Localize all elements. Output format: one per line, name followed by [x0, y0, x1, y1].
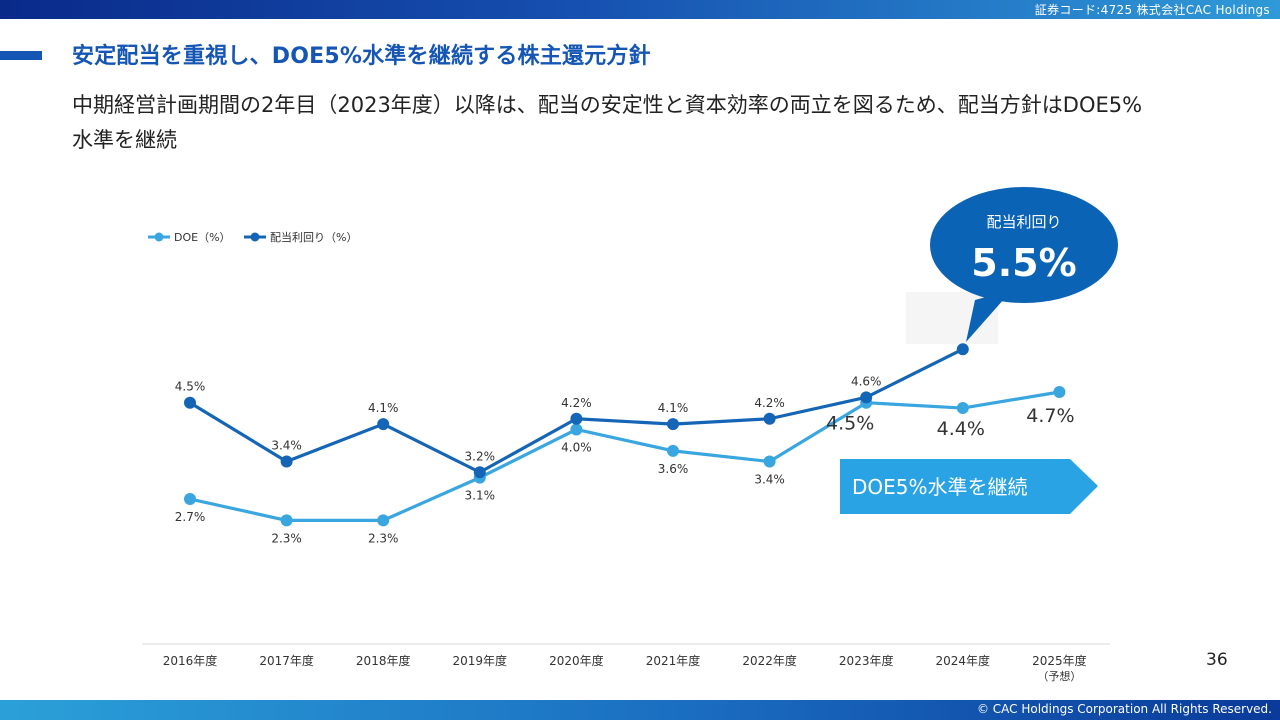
doe-point: [763, 455, 776, 468]
doe-point: [280, 514, 293, 527]
dividend-yield-point: [667, 418, 679, 431]
legend-doe-marker: [154, 232, 164, 242]
doe-data-label: 2.3%: [271, 531, 302, 545]
title-accent-bar: [0, 51, 42, 60]
doe-point: [184, 493, 196, 505]
securities-code: 証券コード:4725 株式会社CAC Holdings: [1034, 3, 1270, 17]
x-tick-label: 2024年度: [936, 653, 991, 668]
doe-data-label: 4.7%: [1026, 405, 1074, 427]
dividend-yield-data-label: 3.2%: [465, 449, 496, 463]
dividend-yield-point: [473, 466, 486, 479]
doe-point: [1053, 386, 1066, 398]
chart-legend: DOE（%） 配当利回り（%）: [148, 230, 357, 244]
x-tick-label: 2021年度: [646, 653, 701, 668]
callout-label: 配当利回り: [986, 213, 1061, 231]
doe-data-label: 4.5%: [826, 413, 874, 435]
x-tick-label: 2025年度: [1032, 653, 1087, 668]
x-tick-label: 2022年度: [742, 653, 797, 668]
slide-title: 安定配当を重視し、DOE5%水準を継続する株主還元方針: [72, 44, 651, 69]
dividend-yield-data-label: 4.1%: [658, 401, 689, 415]
x-tick-label: 2016年度: [163, 653, 218, 668]
dividend-yield-data-label: 4.5%: [175, 380, 206, 394]
dividend-yield-data-label: 4.1%: [368, 401, 399, 415]
doe-data-label: 4.4%: [937, 418, 985, 440]
callout-bubble: [930, 187, 1118, 303]
dividend-yield-data-label: 4.6%: [851, 374, 882, 388]
doe-data-label: 4.0%: [561, 440, 592, 454]
doe-line: [189, 390, 1060, 522]
x-tick-label: 2018年度: [356, 653, 411, 668]
data-labels: 2.7% 2.3% 2.3% 3.1% 4.0% 3.6% 3.4% 4.5% 4.4% 4.7%…: [175, 374, 1075, 545]
dividend-yield-point: [956, 343, 969, 356]
doe-point: [956, 402, 969, 415]
dividend-yield-data-label: 3.4%: [271, 439, 302, 453]
legend-dividend-yield-label: 配当利回り（%）: [270, 230, 357, 244]
doe-point: [570, 423, 583, 436]
top-bar: 証券コード:4725 株式会社CAC Holdings: [0, 0, 1280, 19]
doe-point: [667, 444, 679, 457]
dividend-yield-data-label: 4.2%: [754, 396, 785, 410]
doe-data-label: 2.3%: [368, 531, 399, 545]
doe-data-label: 3.1%: [465, 489, 496, 503]
doe-data-label: 3.4%: [754, 473, 785, 487]
dividend-yield-point: [763, 412, 776, 425]
callout-pointer: [966, 290, 1012, 342]
x-tick-label: 2019年度: [453, 653, 508, 668]
x-tick-label: 2023年度: [839, 653, 894, 668]
legend-dividend-yield-marker: [250, 232, 260, 242]
x-tick-label: 2017年度: [259, 653, 314, 668]
page-number: 36: [1206, 650, 1228, 670]
bottom-bar: © CAC Holdings Corporation All Rights Re…: [0, 700, 1280, 720]
legend-doe-label: DOE（%）: [174, 231, 231, 244]
doe-data-label: 2.7%: [175, 510, 206, 524]
dividend-yield-point: [280, 455, 293, 468]
dividend-yield-point: [377, 418, 390, 431]
doe-arrow-banner: [840, 459, 1098, 514]
slide-subtitle: 中期経営計画期間の2年目（2023年度）以降は、配当の安定性と資本効率の両立を図…: [72, 93, 1143, 152]
dividend-yield-data-label: 4.2%: [561, 396, 592, 410]
doe-point: [377, 514, 390, 527]
dividend-yield-point: [860, 391, 873, 404]
callout-value: 5.5%: [971, 241, 1076, 285]
arrow-banner-layer: DOE5%水準を継続: [840, 459, 1098, 514]
doe-data-label: 3.6%: [658, 462, 689, 476]
series-points: [184, 343, 1066, 527]
copyright: © CAC Holdings Corporation All Rights Re…: [976, 702, 1272, 716]
callout-layer: 配当利回り 5.5%: [906, 187, 1118, 344]
dividend-yield-point: [570, 412, 583, 425]
x-axis: 2016年度 2017年度 2018年度 2019年度 2020年度 2021年度 2022…: [142, 643, 1110, 683]
x-tick-note: （予想）: [1037, 669, 1081, 683]
x-tick-label: 2020年度: [549, 653, 604, 668]
dividend-yield-point: [184, 396, 196, 409]
arrow-banner-label: DOE5%水準を継続: [852, 475, 1028, 499]
